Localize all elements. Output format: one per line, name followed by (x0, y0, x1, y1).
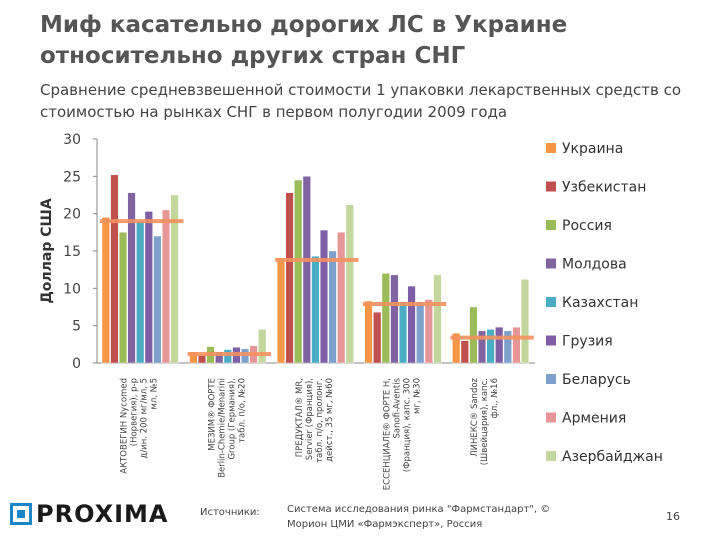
bar-6-3 (416, 301, 425, 364)
bar-6-0 (153, 235, 162, 364)
bar-1-2 (285, 192, 294, 364)
legend-swatch-1 (546, 181, 556, 192)
bar-1-0 (110, 174, 119, 364)
y-tick-label: 5 (72, 319, 81, 335)
sources-label: Источники: (200, 507, 260, 518)
reference-line-3 (362, 302, 447, 307)
bar-3-4 (478, 330, 487, 364)
bar-8-3 (433, 274, 442, 364)
category-label-3: ЕССЕНЦИАЛЕ® ФОРТЕ Н,Sanofi-Aventis(Франц… (383, 377, 423, 490)
bar-6-4 (503, 330, 512, 364)
reference-line-1 (187, 352, 271, 357)
bar-7-2 (337, 232, 346, 364)
y-tick-label: 0 (72, 356, 81, 372)
legend-label-7: Армения (562, 411, 626, 427)
legend-swatch-4 (546, 297, 556, 307)
legend-label-1: Узбекистан (562, 180, 646, 196)
category-label-1: МЕЗИМ® ФОРТЕBerlin-Chemie/MenariniGroup … (207, 378, 247, 478)
slide-subtitle: Сравнение средневзвешенной стоимости 1 у… (40, 81, 682, 121)
legend-swatch-0 (546, 143, 556, 153)
slide-title: Миф касательно дорогих ЛС в Украине отно… (40, 12, 568, 69)
legend-label-5: Грузия (562, 334, 613, 350)
sources-text: Система исследования ринка "Фармстандарт… (287, 504, 551, 530)
legend-label-8: Азербайджан (562, 449, 663, 465)
bar-4-4 (486, 329, 495, 364)
y-tick-label: 30 (63, 132, 81, 148)
y-tick-label: 10 (63, 281, 81, 297)
bar-4-2 (311, 256, 320, 364)
bar-4-3 (399, 301, 408, 364)
legend-swatch-2 (546, 220, 556, 230)
legend-label-3: Молдова (562, 257, 627, 273)
logo-square-icon (10, 503, 32, 525)
category-label-2: ПРЕДУКТАЛ® MR,Servier (Франция),табл. п/… (295, 378, 335, 463)
bar-0-0 (101, 217, 110, 364)
bar-7-0 (161, 209, 170, 364)
reference-line-0 (100, 219, 184, 224)
bar-1-4 (460, 340, 469, 364)
bar-chart: 0 5 10 15 20 25 30 Доллар США АКТОВЕГИН Nycomed(… (39, 132, 663, 490)
bar-7-3 (424, 299, 433, 364)
bar-8-1 (258, 329, 267, 364)
y-axis-title: Доллар США (39, 198, 55, 304)
bar-7-4 (512, 326, 521, 364)
bar-2-3 (381, 273, 390, 364)
bar-3-0 (127, 192, 136, 364)
bar-5-3 (407, 285, 416, 364)
y-tick-label: 20 (63, 207, 81, 223)
bar-0-3 (364, 300, 373, 364)
y-tick-label: 15 (63, 244, 81, 260)
bar-0-1 (189, 351, 198, 364)
legend-swatch-6 (546, 374, 556, 384)
bar-2-2 (294, 179, 303, 364)
bar-2-0 (118, 232, 127, 364)
bar-3-3 (390, 274, 399, 364)
bar-5-4 (495, 326, 504, 364)
category-label-4: ЛИНЕКС® Sandoz(Швейцария), капс.фл., №16 (470, 377, 500, 465)
legend-swatch-5 (546, 335, 556, 346)
proxima-logo: PROXIMA (10, 500, 169, 528)
bar-3-2 (302, 176, 311, 364)
bar-5-2 (320, 229, 329, 364)
legend-label-6: Беларусь (562, 372, 631, 388)
bar-2-4 (469, 306, 478, 364)
legend-swatch-7 (546, 412, 556, 423)
bar-3-1 (215, 351, 224, 364)
bar-8-4 (521, 279, 530, 364)
bar-8-0 (170, 194, 179, 364)
bar-4-1 (223, 349, 232, 364)
reference-line-2 (275, 257, 359, 262)
page-number: 16 (666, 510, 680, 523)
logo-text: PROXIMA (36, 500, 169, 528)
category-label-0: АКТОВЕГИН Nycomed(Норвегия), р-рд/ин. 20… (120, 378, 160, 474)
bar-1-3 (373, 312, 382, 364)
bar-0-4 (452, 332, 461, 364)
y-tick-label: 25 (63, 169, 81, 185)
bar-8-2 (345, 204, 354, 364)
legend-swatch-3 (546, 258, 556, 269)
bar-0-2 (277, 258, 286, 364)
bar-4-0 (136, 220, 145, 364)
bar-1-1 (197, 355, 206, 364)
reference-line-4 (450, 335, 534, 340)
legend-label-2: Россия (562, 218, 612, 234)
legend-swatch-8 (546, 451, 556, 461)
bar-5-0 (144, 211, 153, 364)
bar-6-2 (328, 250, 337, 364)
legend-label-4: Казахстан (562, 295, 638, 311)
legend-label-0: Украина (562, 141, 623, 157)
